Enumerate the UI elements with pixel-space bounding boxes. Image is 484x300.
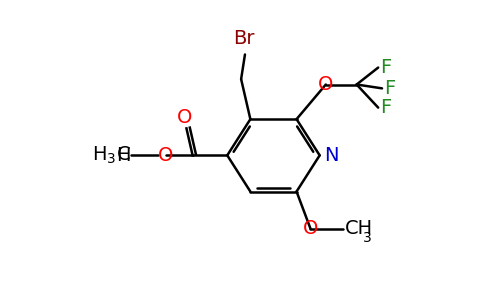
Text: F: F	[380, 58, 392, 77]
Text: N: N	[324, 146, 339, 165]
Text: F: F	[380, 98, 392, 117]
Text: H$_3$C: H$_3$C	[92, 145, 131, 166]
Text: O: O	[177, 108, 192, 127]
Text: Br: Br	[233, 29, 254, 48]
Text: F: F	[384, 79, 395, 98]
Text: O: O	[302, 219, 318, 238]
Text: 3: 3	[363, 231, 372, 245]
Text: O: O	[318, 75, 333, 94]
Text: CH: CH	[345, 219, 373, 238]
Text: H: H	[117, 146, 131, 165]
Text: O: O	[158, 146, 173, 165]
